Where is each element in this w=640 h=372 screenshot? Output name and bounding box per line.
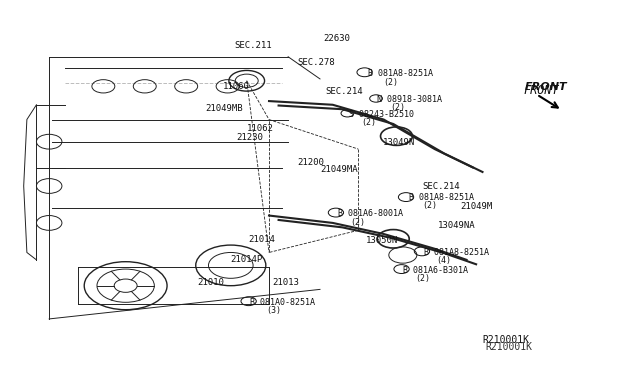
Text: 13049N: 13049N bbox=[383, 138, 415, 147]
Text: R210001K: R210001K bbox=[486, 342, 532, 352]
Text: B 081A8-8251A: B 081A8-8251A bbox=[409, 193, 474, 202]
Text: SEC.214: SEC.214 bbox=[422, 182, 460, 191]
Text: 13049NA: 13049NA bbox=[438, 221, 476, 230]
Text: 22630: 22630 bbox=[323, 34, 350, 43]
Text: (2): (2) bbox=[390, 103, 405, 112]
Text: B 081A8-8251A: B 081A8-8251A bbox=[424, 248, 489, 257]
Text: R210001K: R210001K bbox=[483, 335, 529, 345]
Text: S 08243-B2510: S 08243-B2510 bbox=[349, 109, 413, 119]
Text: B 081A6-8001A: B 081A6-8001A bbox=[338, 209, 403, 218]
Text: SEC.211: SEC.211 bbox=[234, 41, 271, 50]
Text: 21049MA: 21049MA bbox=[320, 165, 358, 174]
Text: 21200: 21200 bbox=[298, 157, 324, 167]
Text: SEC.214: SEC.214 bbox=[325, 87, 363, 96]
Text: FRONT: FRONT bbox=[524, 83, 559, 96]
Text: 21049MB: 21049MB bbox=[205, 104, 243, 113]
Text: FRONT: FRONT bbox=[525, 82, 568, 92]
Text: 21013: 21013 bbox=[272, 278, 299, 287]
Text: SEC.278: SEC.278 bbox=[298, 58, 335, 67]
Text: 21014P: 21014P bbox=[231, 254, 263, 264]
Text: 13050N: 13050N bbox=[366, 236, 398, 245]
Text: B 081A8-8251A: B 081A8-8251A bbox=[368, 69, 433, 78]
Text: (3): (3) bbox=[266, 306, 281, 315]
Text: (2): (2) bbox=[384, 78, 399, 87]
Text: (2): (2) bbox=[362, 118, 376, 127]
Text: 11062: 11062 bbox=[246, 124, 273, 133]
Text: B 081A6-B301A: B 081A6-B301A bbox=[403, 266, 468, 275]
Text: 21230: 21230 bbox=[236, 133, 263, 142]
Text: (2): (2) bbox=[415, 274, 431, 283]
Text: (4): (4) bbox=[436, 256, 452, 265]
Text: 21049M: 21049M bbox=[460, 202, 492, 211]
Text: 21010: 21010 bbox=[198, 278, 225, 287]
Text: (2): (2) bbox=[422, 201, 437, 210]
Text: (2): (2) bbox=[351, 218, 365, 227]
Text: 11060: 11060 bbox=[223, 82, 250, 91]
Text: N 08918-3081A: N 08918-3081A bbox=[378, 95, 442, 104]
Text: B 081A0-8251A: B 081A0-8251A bbox=[250, 298, 315, 307]
Text: 21014: 21014 bbox=[248, 235, 275, 244]
